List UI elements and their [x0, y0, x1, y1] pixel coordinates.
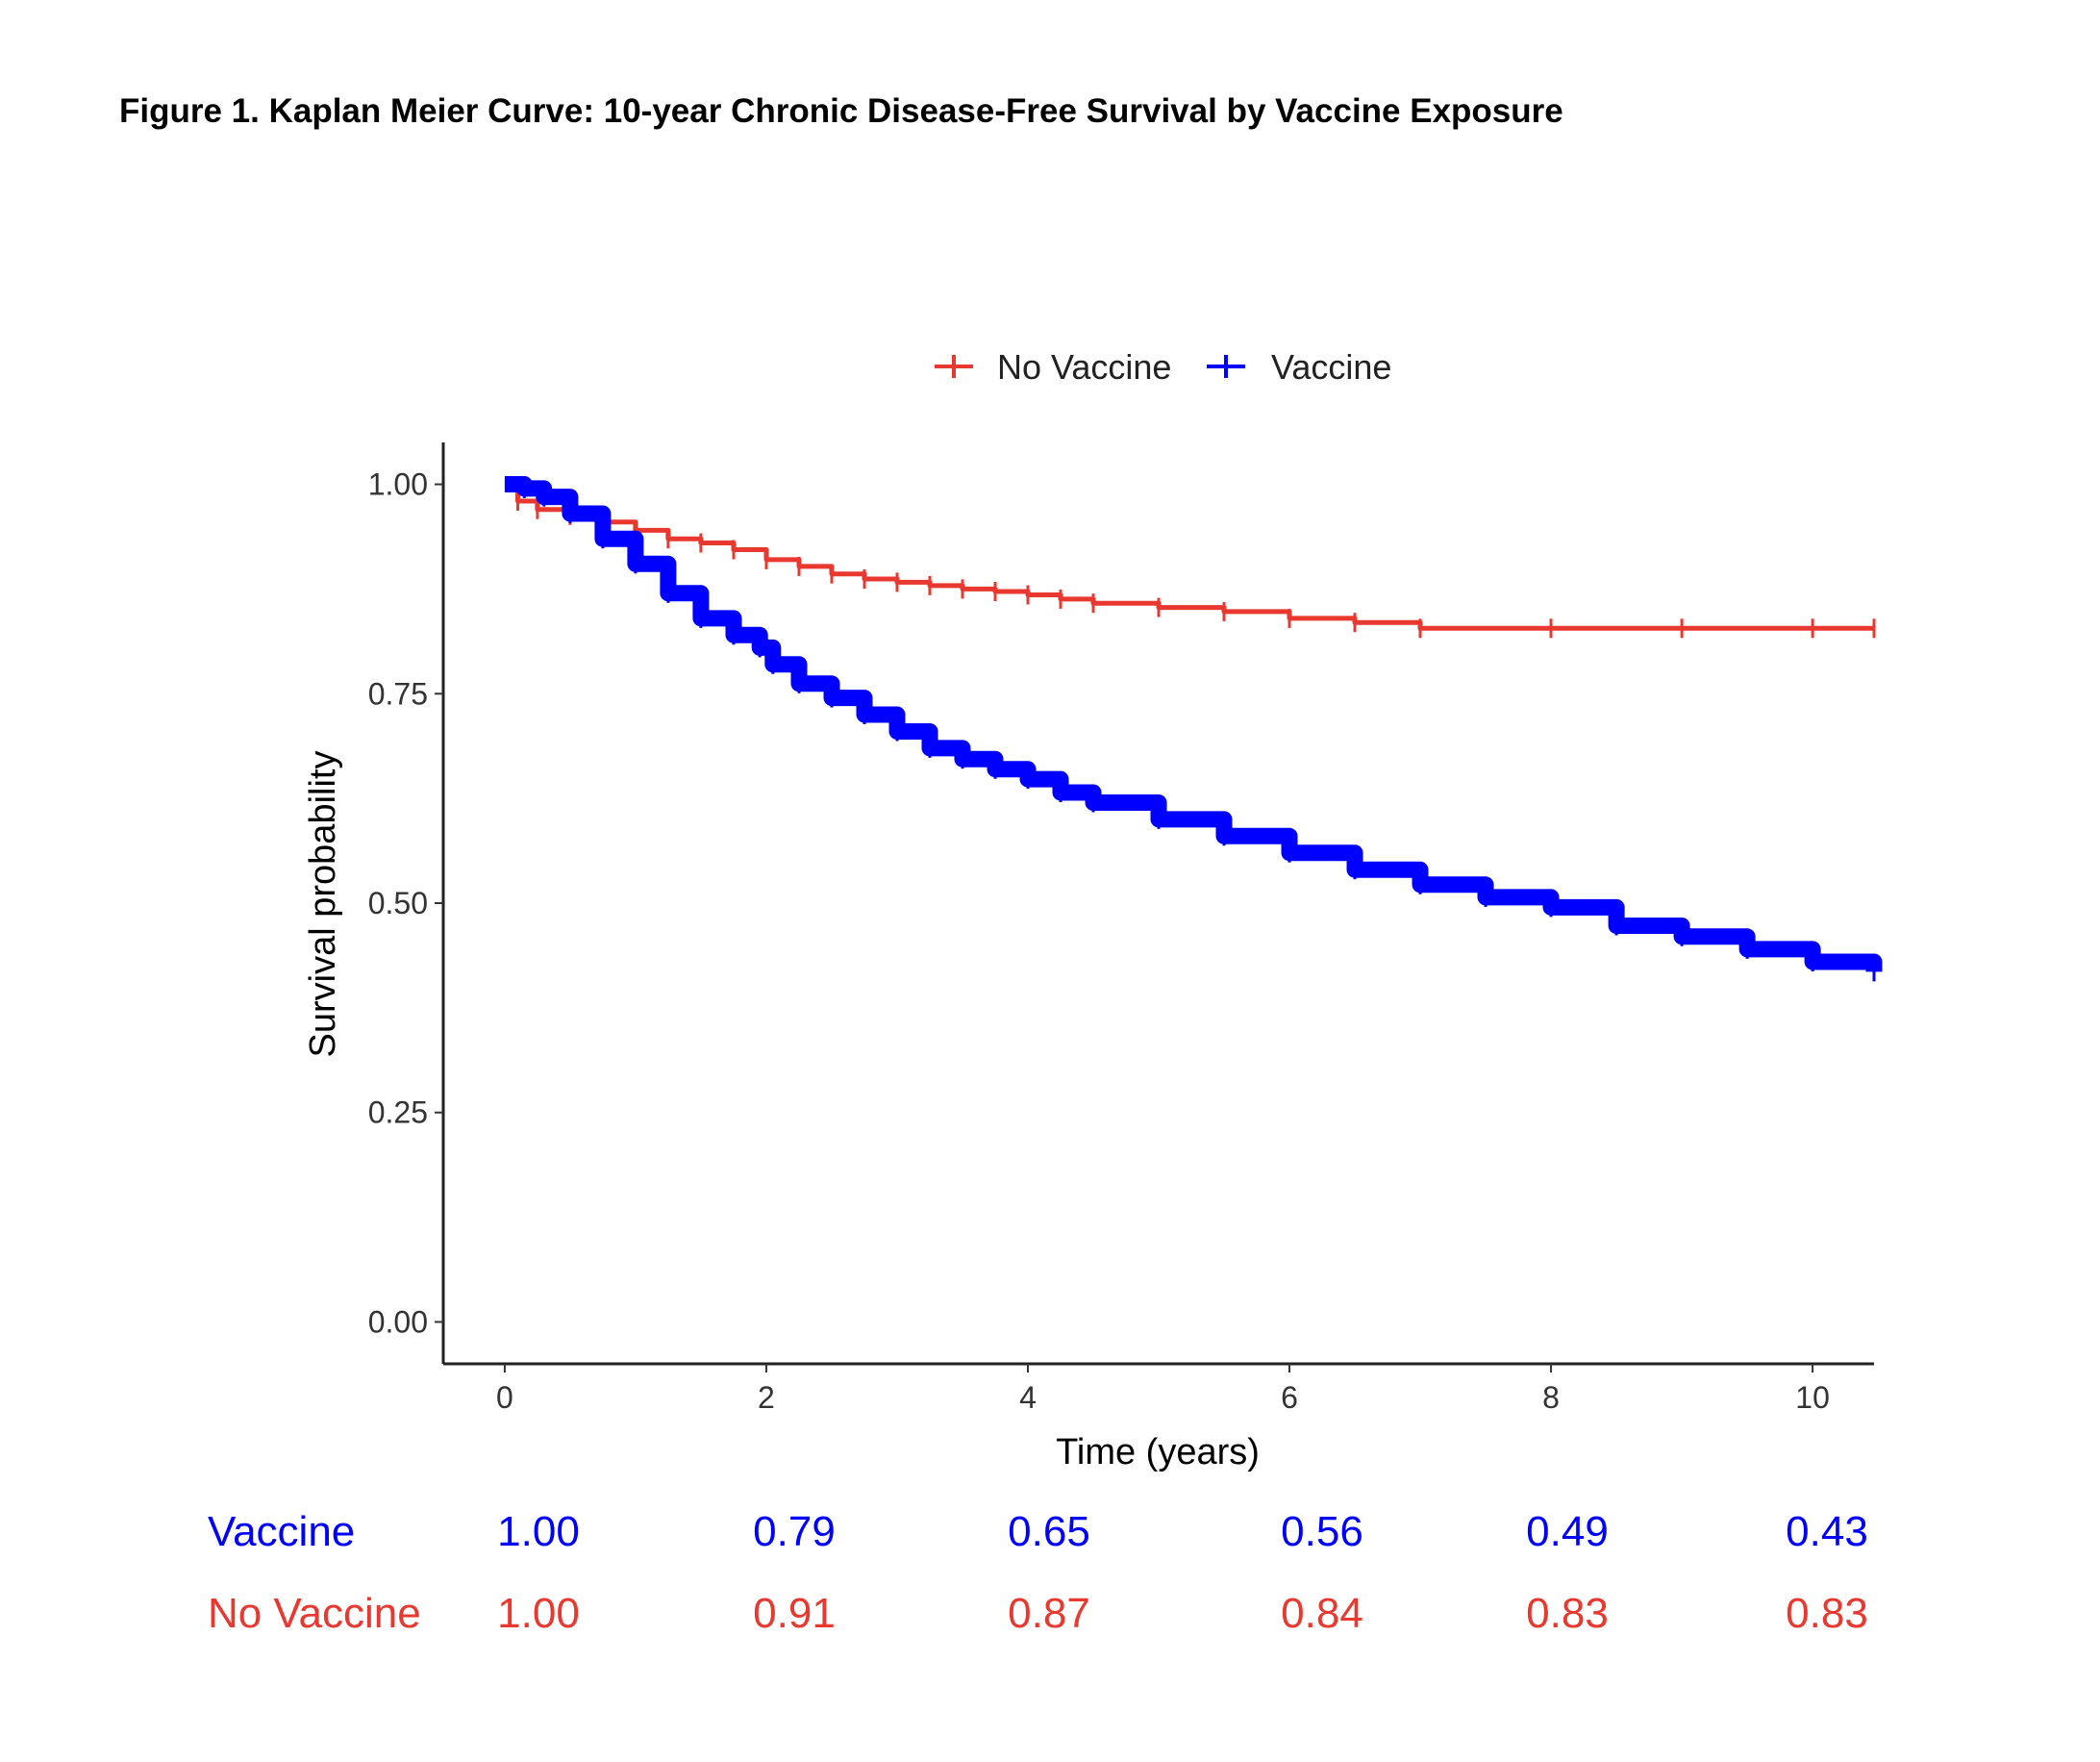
legend-item-no-vaccine: No Vaccine	[935, 347, 1171, 387]
legend-label-vaccine: Vaccine	[1271, 347, 1391, 387]
x-tick-label: 6	[1281, 1380, 1298, 1415]
y-axis-title: Survival probability	[303, 751, 343, 1058]
legend-item-vaccine: Vaccine	[1207, 347, 1391, 387]
risk-row-label-no-vaccine: No Vaccine	[208, 1590, 421, 1637]
risk-value-no-vaccine: 0.91	[753, 1590, 836, 1637]
y-tick-label: 0.50	[368, 886, 428, 920]
y-tick-label: 0.25	[368, 1095, 428, 1130]
risk-value-vaccine: 0.49	[1526, 1508, 1609, 1555]
risk-value-no-vaccine: 0.84	[1281, 1590, 1363, 1637]
figure-title: Figure 1. Kaplan Meier Curve: 10-year Ch…	[119, 92, 1563, 130]
series-layer	[504, 476, 1883, 982]
risk-value-vaccine: 0.56	[1281, 1508, 1363, 1555]
risk-value-no-vaccine: 0.87	[1008, 1590, 1090, 1637]
risk-value-no-vaccine: 0.83	[1786, 1590, 1868, 1637]
series-line-vaccine	[504, 476, 1883, 972]
y-tick-label: 0.75	[368, 676, 428, 711]
x-axis-title: Time (years)	[1056, 1432, 1260, 1473]
risk-value-vaccine: 0.65	[1008, 1508, 1090, 1555]
risk-value-no-vaccine: 1.00	[497, 1590, 580, 1637]
legend-label-no-vaccine: No Vaccine	[997, 347, 1171, 387]
x-tick-label: 0	[496, 1380, 513, 1415]
y-tick-label: 1.00	[368, 467, 428, 502]
risk-value-vaccine: 0.43	[1786, 1508, 1868, 1555]
risk-value-no-vaccine: 0.83	[1526, 1590, 1609, 1637]
series-line-no-vaccine	[504, 482, 1874, 631]
risk-value-vaccine: 1.00	[497, 1508, 580, 1555]
x-tick-label: 2	[758, 1380, 775, 1415]
y-axis-ticks: 0.00 0.25 0.50 0.75 1.00	[368, 467, 443, 1339]
y-tick-label: 0.00	[368, 1304, 428, 1339]
risk-table: Vaccine 1.00 0.79 0.65 0.56 0.49 0.43 No Vaccin…	[208, 1508, 1868, 1637]
x-axis-ticks: 0 2 4 6 8 10	[496, 1364, 1830, 1415]
risk-row-label-vaccine: Vaccine	[208, 1508, 355, 1555]
legend: No Vaccine Vaccine	[935, 347, 1391, 387]
x-tick-label: 10	[1795, 1380, 1830, 1415]
x-tick-label: 8	[1542, 1380, 1560, 1415]
risk-value-vaccine: 0.79	[753, 1508, 836, 1555]
x-tick-label: 4	[1019, 1380, 1037, 1415]
